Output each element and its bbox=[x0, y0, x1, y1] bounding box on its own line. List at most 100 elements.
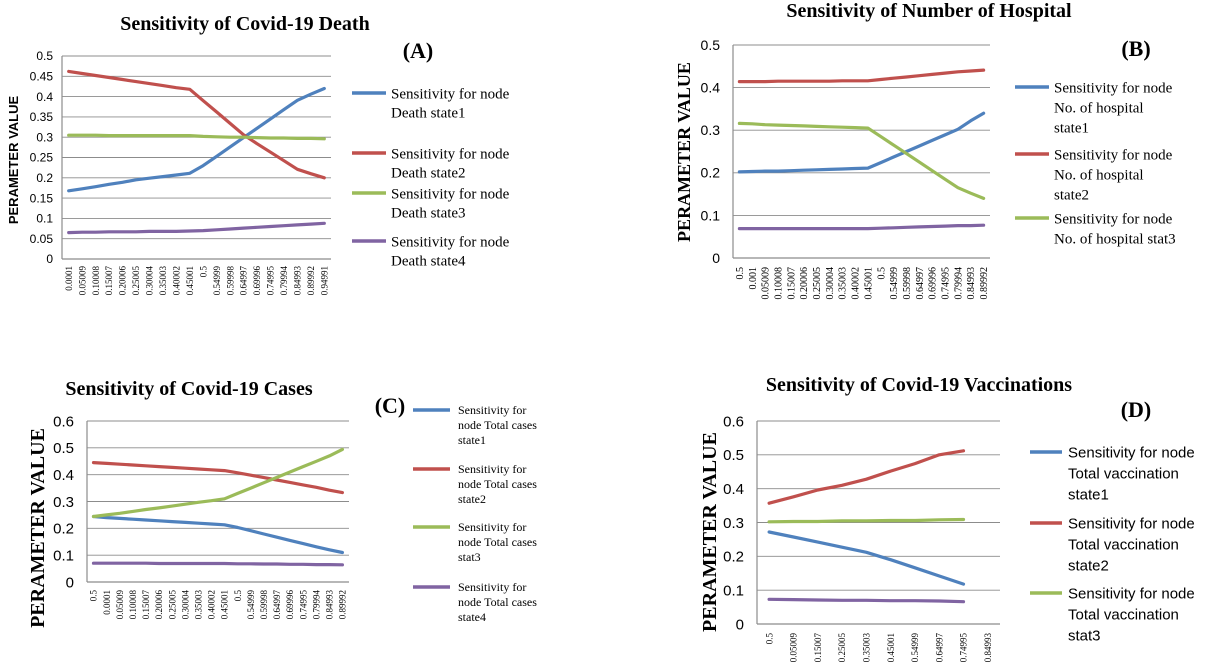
series-line-4 bbox=[91, 561, 344, 567]
legend-entry: Death state4 bbox=[391, 253, 466, 269]
series-line-1 bbox=[67, 86, 326, 193]
x-tick-label: 0.45001 bbox=[863, 267, 874, 300]
chart-title: Sensitivity of Covid-19 Vaccinations bbox=[766, 374, 1072, 396]
legend-entry: state1 bbox=[1054, 120, 1089, 136]
x-tick-label: 0.69996 bbox=[252, 266, 262, 296]
series-line-1 bbox=[737, 111, 986, 174]
y-tick-label: 0.4 bbox=[53, 467, 74, 484]
legend-entry: Sensitivity for node bbox=[1054, 211, 1173, 227]
y-tick-label: 0.15 bbox=[30, 191, 54, 205]
x-tick-label: 0.25005 bbox=[812, 267, 823, 300]
x-tick-label: 0.59998 bbox=[225, 266, 235, 296]
x-tick-label: 0.74995 bbox=[959, 633, 969, 662]
x-tick-label: 0.64997 bbox=[239, 266, 249, 296]
series-line-2 bbox=[737, 68, 986, 84]
chart-covid19-death: Sensitivity of Covid-19 Death (A) PERAMETE… bbox=[6, 13, 510, 295]
x-tick-label: 0.5 bbox=[735, 267, 746, 280]
legend-entry: node Total cases bbox=[458, 477, 537, 491]
x-tick-label: 0.05009 bbox=[115, 590, 125, 620]
legend-entry: Sensitivity for node bbox=[1054, 147, 1173, 163]
series-line-3 bbox=[737, 121, 986, 200]
x-tick-label: 0.54999 bbox=[889, 267, 900, 300]
x-tick-label: 0.10008 bbox=[91, 266, 101, 296]
y-tick-label: 0.2 bbox=[36, 171, 53, 185]
chart-title: Sensitivity of Covid-19 Death bbox=[120, 13, 369, 35]
legend-entry: Sensitivity for node bbox=[391, 234, 510, 250]
x-tick-label: 0.69996 bbox=[285, 590, 295, 620]
legend-entry: Sensitivity for node bbox=[1068, 585, 1195, 602]
x-tick-label: 0.54999 bbox=[246, 590, 256, 620]
chart-covid19-cases: Sensitivity of Covid-19 Cases (C) PERAMETE… bbox=[27, 378, 537, 628]
y-tick-label: 0.2 bbox=[53, 521, 74, 538]
x-tick-label: 0.001 bbox=[748, 267, 759, 290]
x-tick-label: 0.40002 bbox=[171, 266, 181, 295]
x-tick-label: 0.59998 bbox=[902, 267, 913, 300]
legend-entry: Total vaccination bbox=[1068, 536, 1179, 553]
x-tick-label: 0.89992 bbox=[338, 590, 348, 619]
x-tick-label: 0.05009 bbox=[789, 633, 799, 662]
x-tick-label: 0.89992 bbox=[306, 266, 316, 295]
legend-entry: state2 bbox=[1068, 557, 1109, 574]
series-line-4 bbox=[67, 221, 326, 235]
y-tick-label: 0.5 bbox=[723, 447, 744, 464]
x-tick-label: 0.54999 bbox=[910, 633, 920, 662]
legend-entry: Death state2 bbox=[391, 165, 466, 181]
x-tick-label: 0.84993 bbox=[293, 266, 303, 296]
series-line-1 bbox=[767, 530, 966, 586]
y-tick-label: 0.45 bbox=[30, 70, 54, 84]
legend-entry: Death state1 bbox=[391, 105, 466, 121]
x-tick-label: 0.45001 bbox=[886, 633, 896, 662]
x-tick-label: 0.64997 bbox=[934, 633, 944, 662]
y-tick-label: 0.3 bbox=[53, 494, 74, 511]
x-tick-label: 0.0001 bbox=[102, 590, 112, 615]
y-tick-label: 0.4 bbox=[36, 90, 53, 104]
legend-entry: node Total cases bbox=[458, 595, 537, 609]
legend-entry: state1 bbox=[1068, 486, 1109, 503]
legend-entry: Total vaccination bbox=[1068, 465, 1179, 482]
x-tick-label: 0.79994 bbox=[279, 266, 289, 296]
legend-entry: Total vaccination bbox=[1068, 606, 1179, 623]
x-tick-label: 0.94991 bbox=[319, 266, 329, 295]
y-tick-label: 0.6 bbox=[53, 413, 74, 430]
legend-entry: Death state3 bbox=[391, 205, 466, 221]
series-line-3 bbox=[767, 517, 966, 524]
chart-title: Sensitivity of Number of Hospital bbox=[786, 0, 1072, 22]
x-tick-label: 0.15007 bbox=[786, 267, 797, 300]
legend-entry: Sensitivity for node bbox=[391, 146, 510, 162]
x-tick-label: 0.40002 bbox=[851, 267, 862, 300]
x-tick-label: 0.54999 bbox=[212, 266, 222, 296]
y-tick-label: 0.1 bbox=[701, 207, 721, 223]
x-tick-label: 0.30004 bbox=[145, 266, 155, 296]
chart-title: Sensitivity of Covid-19 Cases bbox=[65, 378, 312, 400]
legend-entry: node Total cases bbox=[458, 535, 537, 549]
x-tick-label: 0.5 bbox=[876, 267, 887, 280]
legend-entry: Sensitivity for bbox=[458, 403, 526, 417]
chart-number-of-hospital: Sensitivity of Number of Hospital (B) PERA… bbox=[674, 0, 1176, 300]
x-tick-label: 0.20006 bbox=[154, 590, 164, 620]
legend-entry: state2 bbox=[1054, 187, 1089, 203]
series-line-1 bbox=[91, 514, 344, 555]
x-tick-label: 0.74995 bbox=[266, 266, 276, 296]
x-tick-label: 0.15007 bbox=[141, 590, 151, 620]
y-tick-label: 0.3 bbox=[723, 515, 744, 532]
series-line-2 bbox=[91, 461, 344, 495]
x-tick-label: 0.0001 bbox=[64, 266, 74, 291]
x-tick-label: 0.20006 bbox=[799, 267, 810, 300]
y-axis-label: PERAMETER VALUE bbox=[699, 432, 721, 632]
y-tick-label: 0.4 bbox=[723, 481, 744, 498]
x-tick-label: 0.05009 bbox=[761, 267, 772, 300]
chart-covid19-vaccinations: Sensitivity of Covid-19 Vaccinations (D) P… bbox=[699, 374, 1195, 662]
x-tick-label: 0.84993 bbox=[983, 633, 993, 662]
x-tick-label: 0.30004 bbox=[180, 590, 190, 620]
x-tick-label: 0.5 bbox=[233, 590, 243, 602]
y-tick-label: 0.1 bbox=[723, 582, 744, 599]
y-tick-label: 0.35 bbox=[30, 110, 54, 124]
series-line-4 bbox=[767, 597, 966, 604]
y-tick-label: 0.05 bbox=[30, 232, 54, 246]
legend-entry: Sensitivity for bbox=[458, 580, 526, 594]
x-tick-label: 0.25005 bbox=[131, 266, 141, 296]
y-tick-label: 0.6 bbox=[723, 413, 744, 430]
y-tick-label: 0.25 bbox=[30, 151, 54, 165]
series-line-3 bbox=[67, 133, 326, 141]
x-tick-label: 0.59998 bbox=[259, 590, 269, 620]
